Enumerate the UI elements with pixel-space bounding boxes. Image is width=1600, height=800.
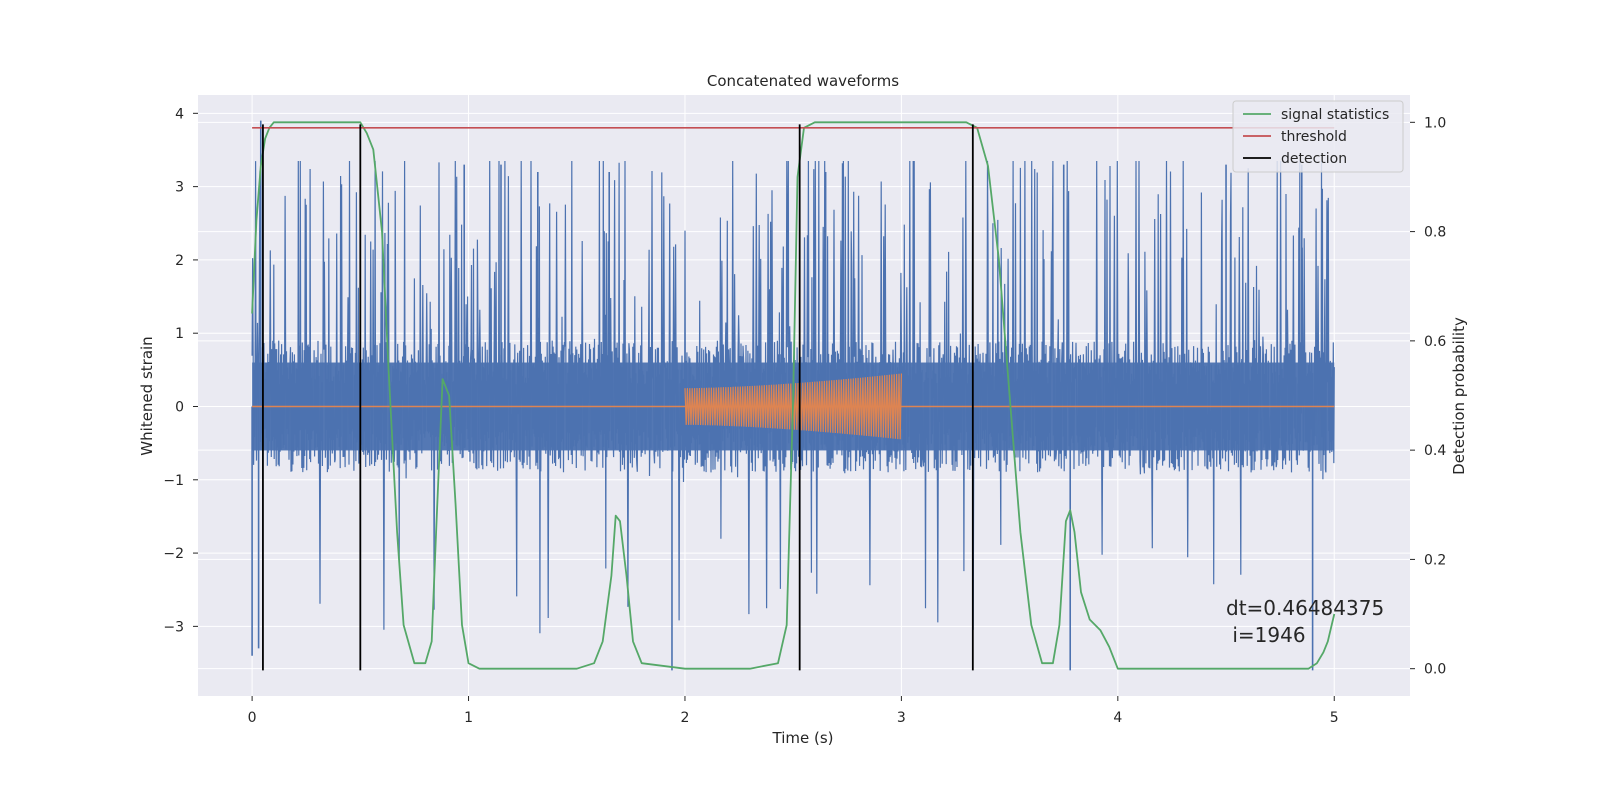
legend: signal statistics threshold detection xyxy=(1232,100,1404,173)
plot-area xyxy=(251,120,1336,671)
signal-statistics-line xyxy=(251,121,1336,670)
y-axis-ticks: −3 −2 −1 0 1 2 3 4 xyxy=(163,106,198,635)
y-tick-label: 1 xyxy=(175,326,184,342)
x-tick-label: 0 xyxy=(248,710,257,726)
y2-tick-label: 0.0 xyxy=(1424,662,1446,678)
y2-axis-title: Detection probability xyxy=(1450,317,1468,475)
y2-tick-label: 0.6 xyxy=(1424,334,1446,350)
x-tick-label: 4 xyxy=(1113,710,1122,726)
y-tick-label: 0 xyxy=(175,399,184,415)
y2-tick-label: 0.4 xyxy=(1424,443,1446,459)
x-tick-label: 2 xyxy=(681,710,690,726)
y-tick-label: 4 xyxy=(175,106,184,122)
legend-label-detection: detection xyxy=(1281,151,1347,167)
annotation-index: i=1946 xyxy=(1226,623,1306,647)
y2-tick-label: 0.8 xyxy=(1424,225,1446,241)
annotation-dt: dt=0.46484375 xyxy=(1226,596,1384,620)
y-tick-label: −3 xyxy=(163,619,184,635)
y-tick-label: 3 xyxy=(175,180,184,196)
x-axis-title: Time (s) xyxy=(772,729,834,747)
detection-series xyxy=(262,124,974,671)
y-tick-label: −2 xyxy=(163,546,184,562)
x-tick-label: 5 xyxy=(1330,710,1339,726)
y-axis-title: Whitened strain xyxy=(138,336,156,455)
signal-statistics-series xyxy=(251,121,1336,670)
legend-label-signal-statistics: signal statistics xyxy=(1281,107,1389,123)
y2-tick-label: 1.0 xyxy=(1424,115,1446,131)
y2-axis-ticks: 0.0 0.2 0.4 0.6 0.8 1.0 xyxy=(1410,115,1446,678)
y-tick-label: 2 xyxy=(175,253,184,269)
y-tick-label: −1 xyxy=(163,473,184,489)
x-tick-label: 1 xyxy=(464,710,473,726)
legend-label-threshold: threshold xyxy=(1281,129,1347,145)
y2-tick-label: 0.2 xyxy=(1424,552,1446,568)
x-tick-label: 3 xyxy=(897,710,906,726)
legend-box xyxy=(1232,100,1404,173)
x-axis-ticks: 0 1 2 3 4 5 xyxy=(248,696,1339,726)
chart-title: Concatenated waveforms xyxy=(707,72,899,90)
